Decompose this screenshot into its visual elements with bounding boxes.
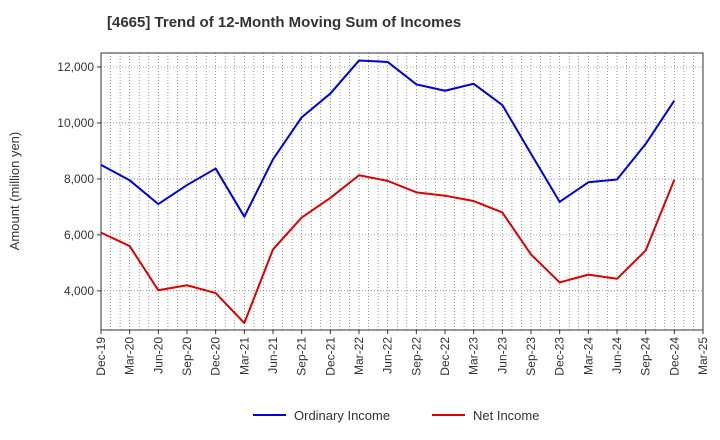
y-tick-label: 6,000 (64, 228, 94, 242)
series-lines (100, 59, 676, 325)
x-tick-label: Mar-22 (352, 337, 366, 375)
y-tick-label: 4,000 (64, 284, 94, 298)
series-line-ordinary-income (100, 59, 676, 218)
x-tick-label: Jun-21 (266, 337, 280, 374)
chart-title: [4665] Trend of 12-Month Moving Sum of I… (107, 14, 462, 31)
x-tick-label: Dec-19 (94, 337, 108, 376)
x-tick-label: Sep-23 (524, 337, 538, 376)
x-tick-label: Mar-25 (696, 337, 710, 375)
x-tick-label: Dec-20 (209, 337, 223, 376)
x-tick-label: Sep-20 (180, 337, 194, 376)
x-tick-label: Mar-21 (237, 337, 251, 375)
x-tick-label: Jun-24 (610, 337, 624, 374)
plot-frame (100, 52, 704, 331)
legend: Ordinary Income Net Income (253, 408, 539, 423)
x-axis-ticks: Dec-19 Mar-20 Jun-20 Sep-20 Dec-20 Mar-21 Jun-… (94, 330, 710, 376)
x-tick-label: Dec-23 (553, 337, 567, 376)
x-tick-label: Mar-24 (581, 337, 595, 375)
series-line-net-income (100, 174, 676, 325)
x-tick-label: Mar-20 (123, 337, 137, 375)
x-tick-label: Mar-23 (467, 337, 481, 375)
x-tick-label: Dec-21 (323, 337, 337, 376)
y-axis-label: Amount (million yen) (7, 132, 22, 251)
x-tick-label: Sep-21 (295, 337, 309, 376)
y-tick-label: 10,000 (57, 116, 94, 130)
grid-lines (100, 53, 704, 330)
legend-label: Net Income (473, 408, 539, 423)
x-tick-label: Jun-23 (495, 337, 509, 374)
y-tick-label: 8,000 (64, 172, 94, 186)
x-tick-label: Dec-24 (667, 337, 681, 376)
x-tick-label: Sep-22 (409, 337, 423, 376)
x-tick-label: Dec-22 (438, 337, 452, 376)
legend-label: Ordinary Income (294, 408, 390, 423)
y-axis-ticks: 4,000 6,000 8,000 10,000 12,000 (57, 60, 101, 298)
x-tick-label: Jun-22 (381, 337, 395, 374)
x-tick-label: Sep-24 (639, 337, 653, 376)
y-tick-label: 12,000 (57, 60, 94, 74)
x-tick-label: Jun-20 (151, 337, 165, 374)
